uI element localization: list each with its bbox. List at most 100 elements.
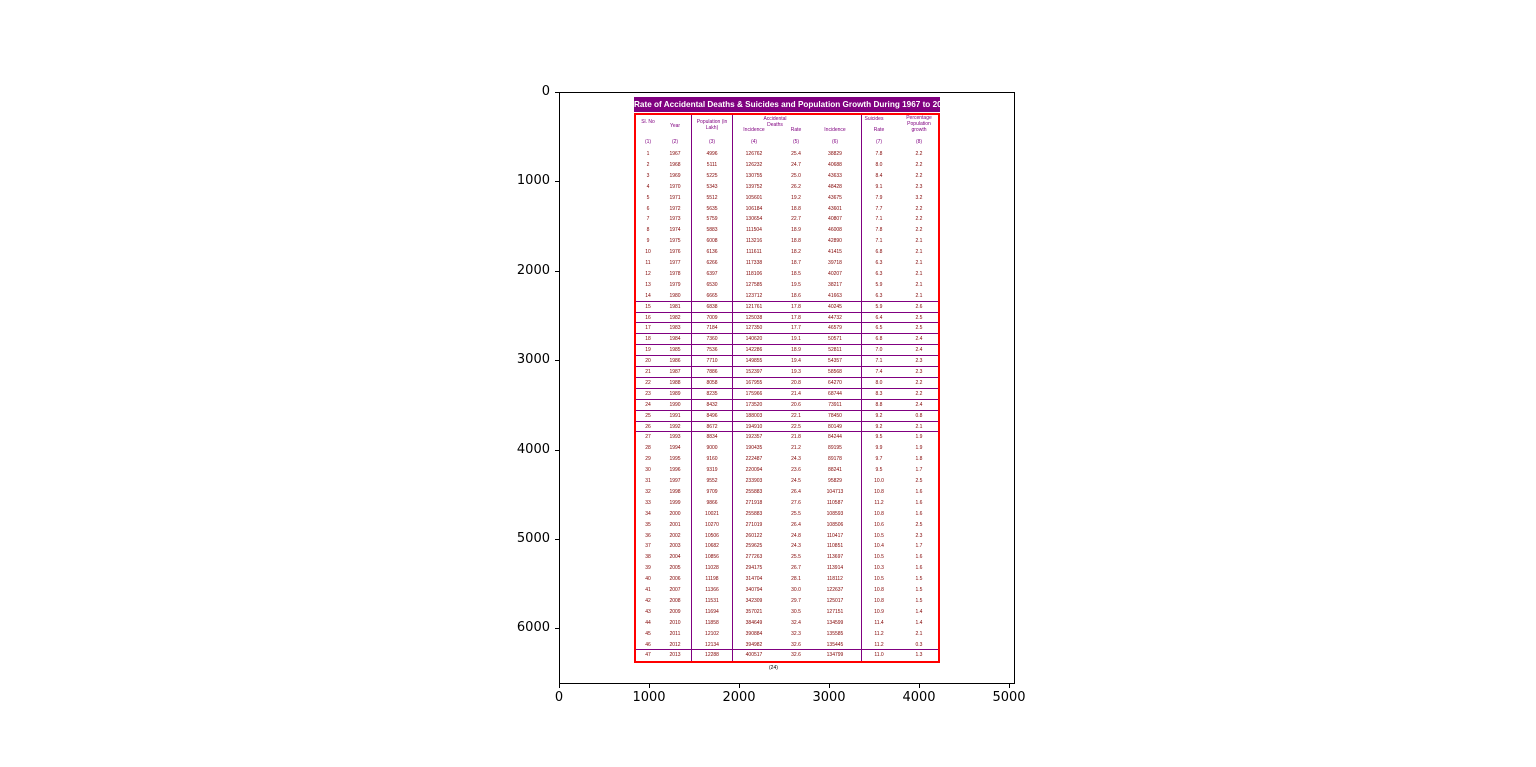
table-cell: 23: [645, 390, 651, 397]
table-cell: 2003: [669, 543, 681, 550]
column-header: Percentage Population growth: [906, 115, 932, 133]
row-rule: [636, 366, 938, 367]
table-cell: 8672: [706, 423, 718, 430]
table-cell: 8.4: [875, 172, 883, 179]
table-cell: 2.5: [915, 314, 923, 321]
column-number: (8): [915, 139, 923, 145]
table-cell: 400517: [745, 652, 763, 659]
table-cell: 1.4: [915, 608, 923, 615]
table-cell: 8: [646, 227, 650, 234]
table-cell: 2.3: [915, 532, 923, 539]
table-cell: 2.1: [915, 238, 923, 245]
table-cell: 5111: [706, 161, 718, 168]
table-cell: 134799: [826, 652, 844, 659]
table-cell: 1987: [669, 369, 681, 375]
table-cell: 48428: [828, 183, 842, 190]
table-cell: 106184: [745, 205, 763, 212]
table-cell: 340794: [745, 587, 763, 593]
table-cell: 18.9: [791, 227, 801, 234]
table-cell: 9552: [706, 478, 718, 484]
table-cell: 127350: [745, 325, 763, 332]
x-tick-mark: [739, 684, 740, 688]
table-cell: 5343: [706, 183, 718, 190]
y-tick-mark: [555, 360, 559, 362]
table-cell: 43601: [828, 205, 842, 212]
table-row: 27 1993 8834 192357 21.8 84244 9.5 1.9: [636, 432, 938, 443]
table-cell: 126762: [745, 151, 763, 157]
table-cell: 1983: [669, 325, 681, 332]
table-cell: 1.6: [915, 499, 923, 506]
table-row: 25 1991 8496 188003 22.1 78450 9.2 0.8: [636, 411, 938, 422]
table-cell: 1968: [669, 161, 681, 168]
table-cell: 43675: [828, 194, 842, 201]
column-number: (3): [708, 139, 716, 145]
table-row: 12 1978 6397 118106 18.5 40207 6.3 2.1: [636, 269, 938, 280]
table-row: 47 2013 12288 400517 32.6 134799 11.0 1.3: [636, 650, 938, 661]
table-cell: 2010: [669, 619, 681, 626]
table-cell: 18.8: [791, 205, 801, 212]
table-cell: 10.5: [874, 554, 884, 561]
table-row: 23 1989 8235 175966 21.4 68744 8.3 2.2: [636, 389, 938, 400]
y-tick-label: 1000: [516, 173, 550, 189]
table-cell: 314704: [745, 576, 763, 583]
table-cell: 21.2: [791, 445, 801, 452]
table-cell: 135445: [826, 641, 844, 648]
table-cell: 1.6: [915, 565, 923, 572]
table-cell: 127151: [826, 608, 844, 615]
table-cell: 1970: [669, 183, 681, 190]
table-cell: 19.1: [791, 336, 801, 343]
table-cell: 18.8: [791, 238, 801, 245]
table-row: 19 1985 7536 142286 18.9 52811 7.0 2.4: [636, 345, 938, 356]
table-cell: 3.2: [915, 194, 923, 201]
table-cell: 26.4: [791, 488, 801, 495]
table-cell: 152397: [745, 369, 763, 375]
table-cell: 47: [645, 652, 651, 659]
table-cell: 8834: [706, 434, 718, 441]
table-cell: 1.7: [915, 467, 923, 474]
table-cell: 19.2: [791, 194, 801, 201]
table-cell: 1994: [669, 445, 681, 452]
column-number: (7): [875, 139, 883, 145]
table-row: 38 2004 10856 277263 25.5 113697 10.5 1.6: [636, 552, 938, 563]
table-row: 8 1974 5883 111504 18.9 46008 7.8 2.2: [636, 225, 938, 236]
table-cell: 194910: [745, 423, 763, 430]
y-tick-label: 4000: [516, 441, 550, 457]
table-cell: 7009: [706, 314, 718, 321]
table-cell: 10856: [705, 554, 719, 561]
table-cell: 20.8: [791, 379, 801, 386]
table-cell: 9160: [706, 456, 718, 463]
x-tick-mark: [559, 684, 560, 688]
table-cell: 7.0: [875, 347, 883, 354]
table-cell: 1975: [669, 238, 681, 245]
table-cell: 2007: [669, 587, 681, 593]
table-row: 13 1979 6530 127585 19.5 38217 5.9 2.1: [636, 280, 938, 291]
row-rule: [636, 311, 938, 313]
table-cell: 28.1: [791, 576, 801, 583]
row-rule: [636, 387, 938, 389]
table-cell: 5883: [706, 227, 718, 234]
table-cell: 20.6: [791, 401, 801, 408]
table-cell: 10.5: [874, 576, 884, 583]
table-cell: 110587: [826, 499, 844, 506]
table-cell: 44732: [828, 314, 842, 321]
table-cell: 113697: [826, 554, 844, 561]
table-cell: 19.3: [791, 369, 801, 375]
column-header: Sl. No: [641, 119, 655, 125]
table-cell: 222487: [745, 456, 763, 463]
table-cell: 1986: [669, 358, 681, 365]
table-cell: 7184: [706, 325, 718, 332]
table-cell: 17.8: [791, 303, 801, 310]
table-cell: 40688: [828, 161, 842, 168]
table-cell: 1972: [669, 205, 681, 212]
table-cell: 19.5: [791, 281, 801, 288]
table-cell: 2009: [669, 608, 681, 615]
table-cell: 10506: [705, 532, 719, 539]
table-image: Rate of Accidental Deaths & Suicides and…: [634, 97, 951, 671]
table-cell: 12102: [705, 630, 719, 637]
table-row: 9 1975 6008 113216 18.8 42890 7.1 2.1: [636, 236, 938, 247]
table-cell: 10.3: [874, 565, 884, 572]
table-cell: 1.7: [915, 543, 923, 550]
table-cell: 6.3: [875, 260, 883, 266]
table-cell: 27.6: [791, 499, 801, 506]
table-cell: 1.4: [915, 619, 923, 626]
